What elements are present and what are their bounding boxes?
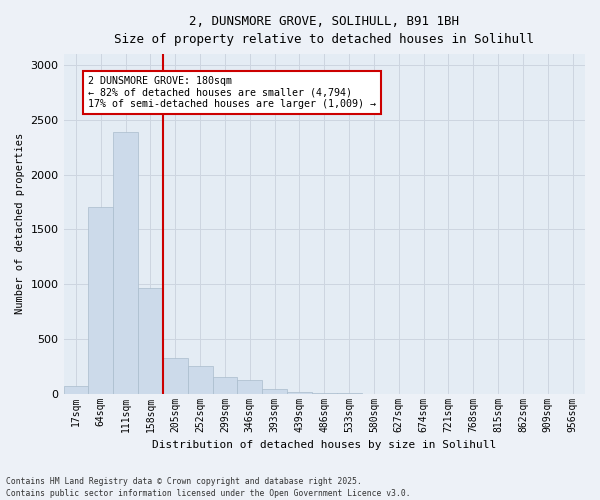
X-axis label: Distribution of detached houses by size in Solihull: Distribution of detached houses by size … (152, 440, 496, 450)
Bar (287, 392, 312, 394)
Bar (88, 208, 113, 394)
Title: 2, DUNSMORE GROVE, SOLIHULL, B91 1BH
Size of property relative to detached house: 2, DUNSMORE GROVE, SOLIHULL, B91 1BH Siz… (114, 15, 534, 46)
Bar (64, 386, 88, 394)
Bar (238, 380, 262, 394)
Bar (312, 393, 337, 394)
Bar (212, 376, 238, 394)
Bar (163, 358, 188, 394)
Bar (138, 288, 163, 394)
Bar (188, 366, 212, 394)
Y-axis label: Number of detached properties: Number of detached properties (15, 133, 25, 314)
Bar (262, 388, 287, 394)
Text: 2 DUNSMORE GROVE: 180sqm
← 82% of detached houses are smaller (4,794)
17% of sem: 2 DUNSMORE GROVE: 180sqm ← 82% of detach… (88, 76, 376, 109)
Bar (113, 132, 138, 394)
Text: Contains HM Land Registry data © Crown copyright and database right 2025.
Contai: Contains HM Land Registry data © Crown c… (6, 476, 410, 498)
